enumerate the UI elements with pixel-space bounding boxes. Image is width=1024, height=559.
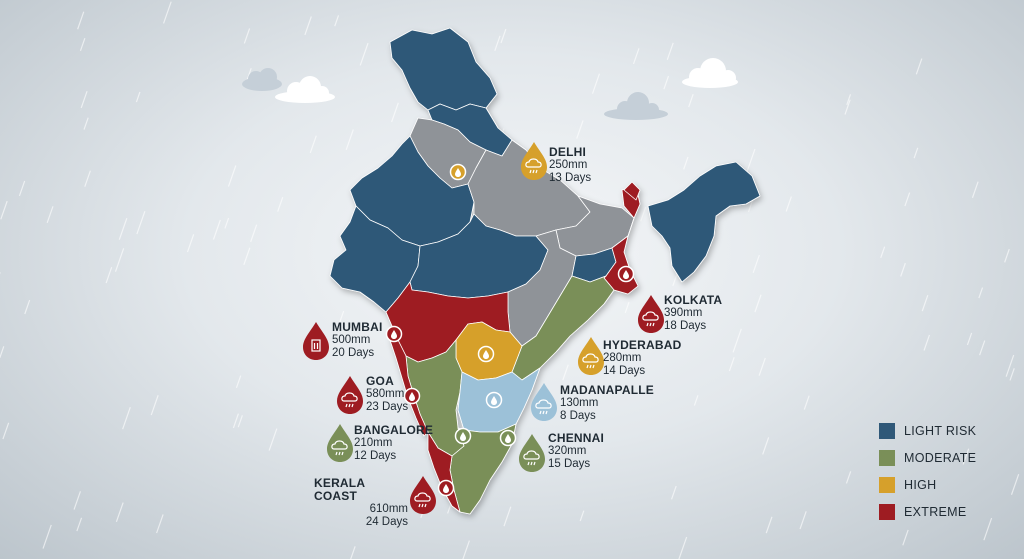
legend: LIGHT RISK MODERATE HIGH EXTREME (879, 421, 976, 529)
city-callout-mumbai: MUMBAI 500mm 20 Days (332, 321, 383, 360)
legend-item-moderate: MODERATE (879, 448, 976, 468)
city-rainfall: 250mm (549, 159, 588, 171)
city-name: HYDERABAD (603, 338, 682, 352)
legend-swatch (879, 477, 895, 493)
city-days: 13 Days (549, 172, 592, 184)
city-callout-goa: GOA 580mm 23 Days (366, 375, 408, 414)
city-name: MADANAPALLE (560, 383, 654, 397)
location-pin-icon (485, 391, 503, 409)
city-days: 24 Days (365, 516, 408, 528)
region-konkan-coast (389, 325, 429, 437)
rain-cloud-icon (341, 392, 358, 408)
location-pin-icon (385, 325, 403, 343)
city-rainfall: 500mm (332, 334, 371, 346)
region-west-bengal (603, 185, 641, 295)
rain-drop-icon (638, 295, 664, 333)
legend-swatch (879, 423, 895, 439)
india-map (329, 27, 761, 515)
city-callout-bangalore: BANGALORE 210mm 12 Days (354, 424, 433, 463)
city-callout-kolkata: KOLKATA 390mm 18 Days (664, 294, 722, 333)
legend-item-light-risk: LIGHT RISK (879, 421, 976, 441)
city-rainfall: 130mm (560, 397, 599, 409)
city-name: GOA (366, 374, 394, 388)
cloud-icon (275, 76, 335, 103)
location-pin-icon (403, 387, 421, 405)
region-gujarat (329, 205, 421, 313)
cloud-icon (242, 68, 282, 91)
city-name: KOLKATA (664, 293, 723, 307)
city-days: 8 Days (560, 410, 596, 422)
region-odisha-andhra (511, 275, 615, 381)
city-rainfall: 210mm (354, 437, 393, 449)
legend-swatch (879, 504, 895, 520)
city-days: 20 Days (332, 347, 375, 359)
city-callout-madanapalle: MADANAPALLE 130mm 8 Days (560, 384, 654, 423)
city-days: 14 Days (603, 365, 646, 377)
location-pin-icon (617, 265, 635, 283)
city-days: 18 Days (664, 320, 707, 332)
rain-cloud-icon (331, 440, 348, 456)
city-name: KERALA COAST (314, 476, 365, 503)
rain-cloud-icon (525, 158, 542, 174)
rain-drop-icon (410, 476, 436, 514)
region-sikkim (623, 181, 641, 201)
location-pin-icon (499, 429, 517, 447)
rain-cloud-icon (523, 450, 540, 466)
rain-drop-icon (578, 337, 604, 375)
rain-drop-icon (521, 142, 547, 180)
legend-label: MODERATE (904, 451, 977, 465)
location-pin-icon (454, 427, 472, 445)
cloud-icon (682, 58, 738, 88)
region-jammu-kashmir (389, 27, 498, 111)
city-name: DELHI (549, 145, 586, 159)
region-northeast (647, 161, 761, 283)
legend-label: EXTREME (904, 505, 967, 519)
city-callout-kerala-coast: KERALA COAST 610mm 24 Days (314, 477, 408, 529)
rain-cloud-icon (582, 353, 599, 369)
city-name: CHENNAI (548, 431, 605, 445)
cloud-icon (604, 92, 668, 120)
legend-label: LIGHT RISK (904, 424, 977, 438)
rain-cloud-icon (642, 311, 659, 327)
city-rainfall: 280mm (603, 352, 642, 364)
rain-cloud-icon (535, 399, 552, 415)
city-days: 23 Days (366, 401, 409, 413)
city-rainfall: 320mm (548, 445, 587, 457)
city-callout-chennai: CHENNAI 320mm 15 Days (548, 432, 604, 471)
rain-cloud-icon (414, 492, 431, 508)
city-rainfall: 390mm (664, 307, 703, 319)
rain-drop-icon (303, 322, 329, 360)
rain-drop-icon (337, 376, 363, 414)
legend-label: HIGH (904, 478, 937, 492)
rain-drop-icon (531, 383, 557, 421)
legend-item-high: HIGH (879, 475, 976, 495)
city-days: 15 Days (548, 458, 591, 470)
city-name: MUMBAI (332, 320, 383, 334)
city-rainfall: 610mm (369, 503, 408, 515)
location-pin-icon (477, 345, 495, 363)
location-pin-icon (449, 163, 467, 181)
rain-drop-icon (519, 434, 545, 472)
city-callout-delhi: DELHI 250mm 13 Days (549, 146, 591, 185)
city-rainfall: 580mm (366, 388, 405, 400)
city-days: 12 Days (354, 450, 397, 462)
legend-swatch (879, 450, 895, 466)
legend-item-extreme: EXTREME (879, 502, 976, 522)
location-pin-icon (437, 479, 455, 497)
rain-drop-icon (327, 424, 353, 462)
city-callout-hyderabad: HYDERABAD 280mm 14 Days (603, 339, 681, 378)
city-name: BANGALORE (354, 423, 434, 437)
building-icon (311, 339, 321, 352)
